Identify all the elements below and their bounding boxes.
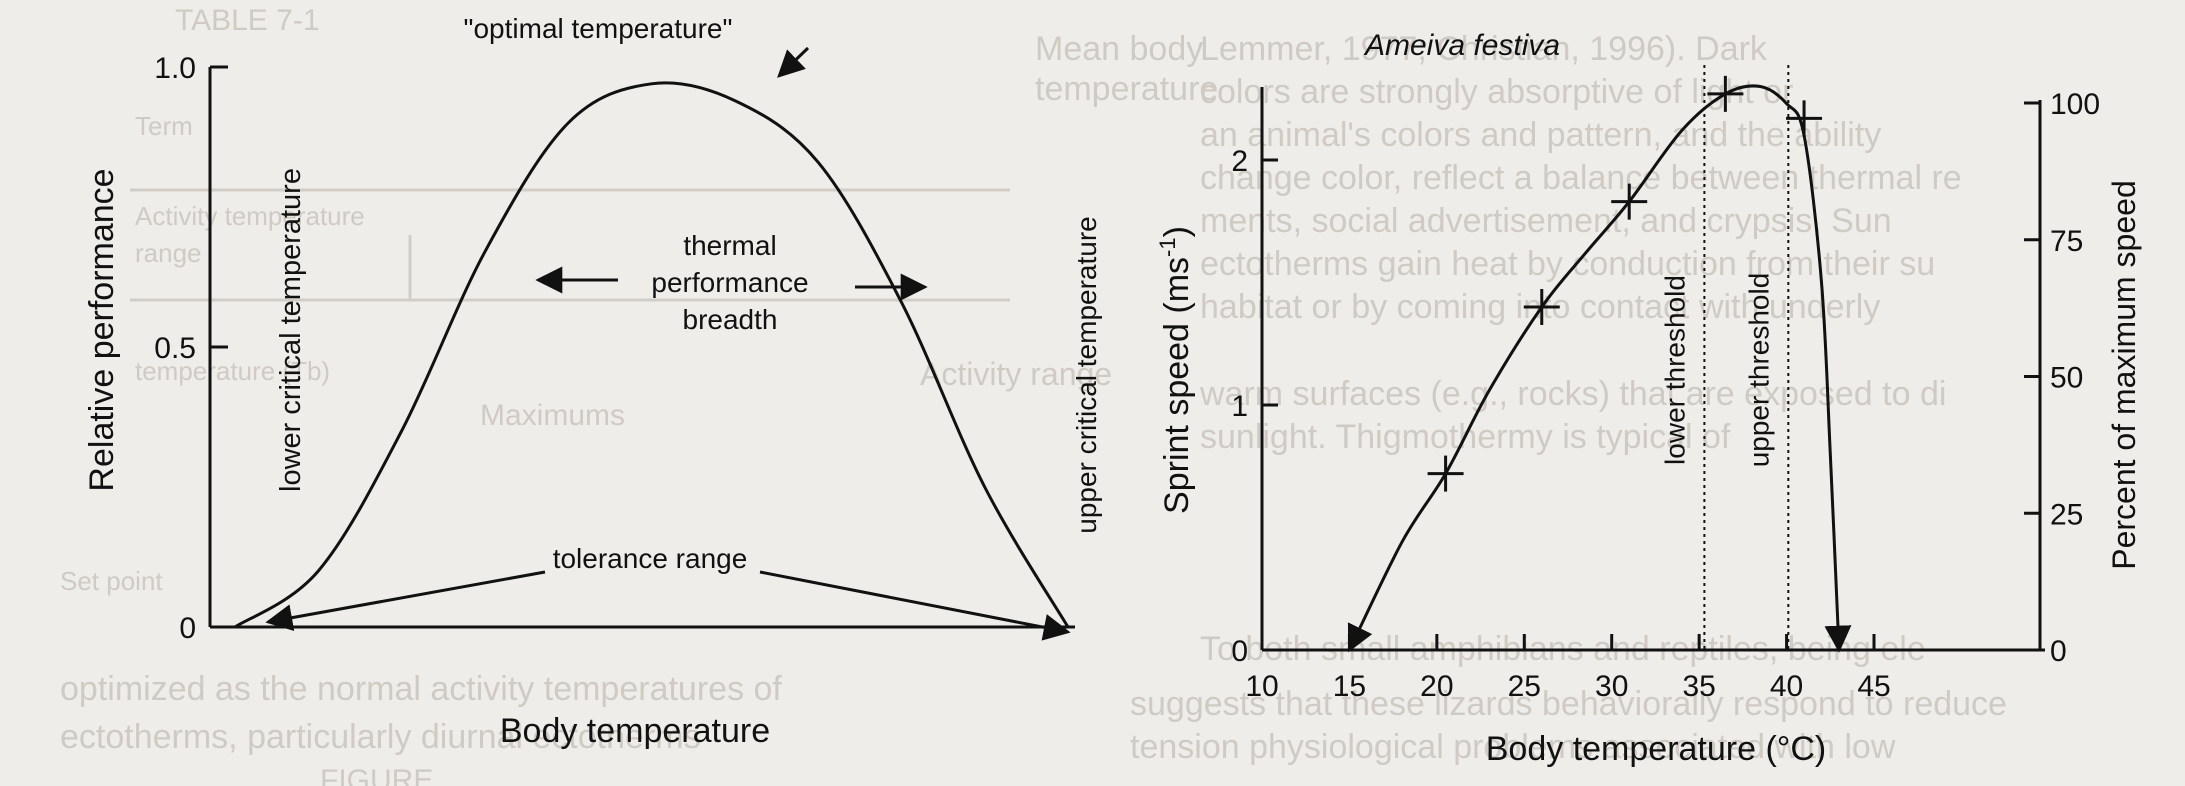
right-x-tick-label: 30: [1595, 670, 1628, 703]
threshold-label: lower threshold: [1659, 275, 1690, 465]
tolerance-range-label: tolerance range: [553, 543, 748, 574]
breadth-label-line1: thermal: [683, 230, 776, 261]
right-x-tick-label: 45: [1857, 670, 1890, 703]
background-print: TABLE 7-1 Mean body temperature Term Act…: [60, 4, 2007, 786]
bg-activity: Activity range: [920, 356, 1112, 392]
species-title: Ameiva festiva: [1363, 29, 1560, 62]
thermal-performance-chart: 1.0 0.5 0 Relative performance Body temper…: [83, 13, 1102, 750]
right-x-tick-label: 35: [1682, 670, 1715, 703]
percent-tick-label: 0: [2050, 635, 2067, 668]
sprint-speed-axis-label-main: Sprint speed (ms: [1158, 257, 1196, 514]
bg-body-10: suggests that these lizards behaviorally…: [1130, 685, 2007, 723]
right-x-tick-label: 10: [1245, 670, 1278, 703]
bg-figure: FIGURE: [320, 764, 433, 786]
percent-tick-label: 25: [2050, 498, 2083, 531]
left-y-tick-label: 0.5: [154, 332, 196, 365]
breadth-label-line3: breadth: [683, 304, 778, 335]
percent-tick-label: 100: [2050, 88, 2100, 121]
bg-bottom-1: optimized as the normal activity tempera…: [60, 670, 782, 708]
right-y-tick-label: 0: [1231, 635, 1248, 668]
right-x-tick-label: 40: [1770, 670, 1803, 703]
sprint-speed-curve: [1347, 84, 1852, 653]
percent-axis-label: Percent of maximum speed: [2106, 180, 2142, 570]
percent-tick-label: 75: [2050, 225, 2083, 258]
bg-maximums: Maximums: [480, 399, 625, 432]
sprint-speed-axis-label-close: ): [1158, 226, 1196, 237]
right-x-tick-label: 15: [1333, 670, 1366, 703]
bg-bottom-2: ectotherms, particularly diurnal ectothe…: [60, 718, 701, 756]
data-point-cross: [1611, 183, 1648, 220]
optimal-temperature-label: "optimal temperature": [464, 13, 733, 44]
right-x-tick-label: 25: [1508, 670, 1541, 703]
bg-body-2: an animal's colors and pattern, and the …: [1200, 116, 1881, 154]
bg-body-1: colors are strongly absorptive of light …: [1200, 73, 1793, 111]
bg-left-1: Term: [135, 111, 193, 141]
bg-body-7: warm surfaces (e.g., rocks) that are exp…: [1199, 375, 1946, 413]
upper-critical-temperature-label: upper critical temperature: [1071, 216, 1102, 533]
bg-left-4: temperature (Tb): [135, 356, 330, 386]
optimal-arrow: [777, 46, 810, 78]
sprint-speed-axis-label: Sprint speed (ms-1): [1155, 226, 1196, 514]
bg-table-header: TABLE 7-1: [175, 4, 320, 37]
bg-mid-2: temperature: [1035, 70, 1218, 108]
sprint-speed-axis-label-exponent: -1: [1155, 237, 1180, 257]
bg-body-11: tension physiological problems associate…: [1130, 728, 1896, 766]
percent-tick-label: 50: [2050, 362, 2083, 395]
tolerance-arrow-right: [759, 570, 1071, 641]
bg-body-3: change color, reflect a balance between …: [1200, 159, 1962, 197]
left-y-axis-label: Relative performance: [83, 168, 121, 491]
threshold-label: upper threshold: [1743, 273, 1774, 468]
bg-left-3: range: [135, 238, 202, 268]
data-point-cross: [1427, 455, 1464, 492]
right-y-tick-label: 2: [1231, 145, 1248, 178]
data-point-cross: [1707, 75, 1744, 112]
lower-critical-temperature-label: lower critical temperature: [275, 168, 307, 492]
tolerance-arrow-left: [265, 570, 546, 631]
data-point-cross: [1786, 100, 1823, 137]
body-temperature-c-axis-label: Body temperature (°C): [1486, 730, 1827, 768]
performance-curve: [234, 81, 1070, 629]
bg-body-4: ments, social advertisement, and crypsis…: [1200, 202, 1892, 240]
bg-body-0: Lemmer, 1977; Christian, 1996). Dark: [1200, 30, 1768, 68]
bg-left-5: Set point: [60, 566, 163, 596]
breadth-label-line2: performance: [651, 267, 808, 298]
left-y-tick-label: 0: [179, 612, 196, 645]
bg-mid-1: Mean body: [1035, 30, 1203, 68]
bg-body-5: ectotherms gain heat by conduction from …: [1200, 245, 1935, 283]
right-x-tick-label: 20: [1420, 670, 1453, 703]
right-y-tick-label: 1: [1231, 390, 1248, 423]
data-point-cross: [1523, 289, 1560, 325]
bg-left-2: Activity temperature: [135, 201, 365, 231]
left-y-tick-label: 1.0: [154, 52, 196, 85]
left-x-axis-label: Body temperature: [500, 712, 770, 750]
